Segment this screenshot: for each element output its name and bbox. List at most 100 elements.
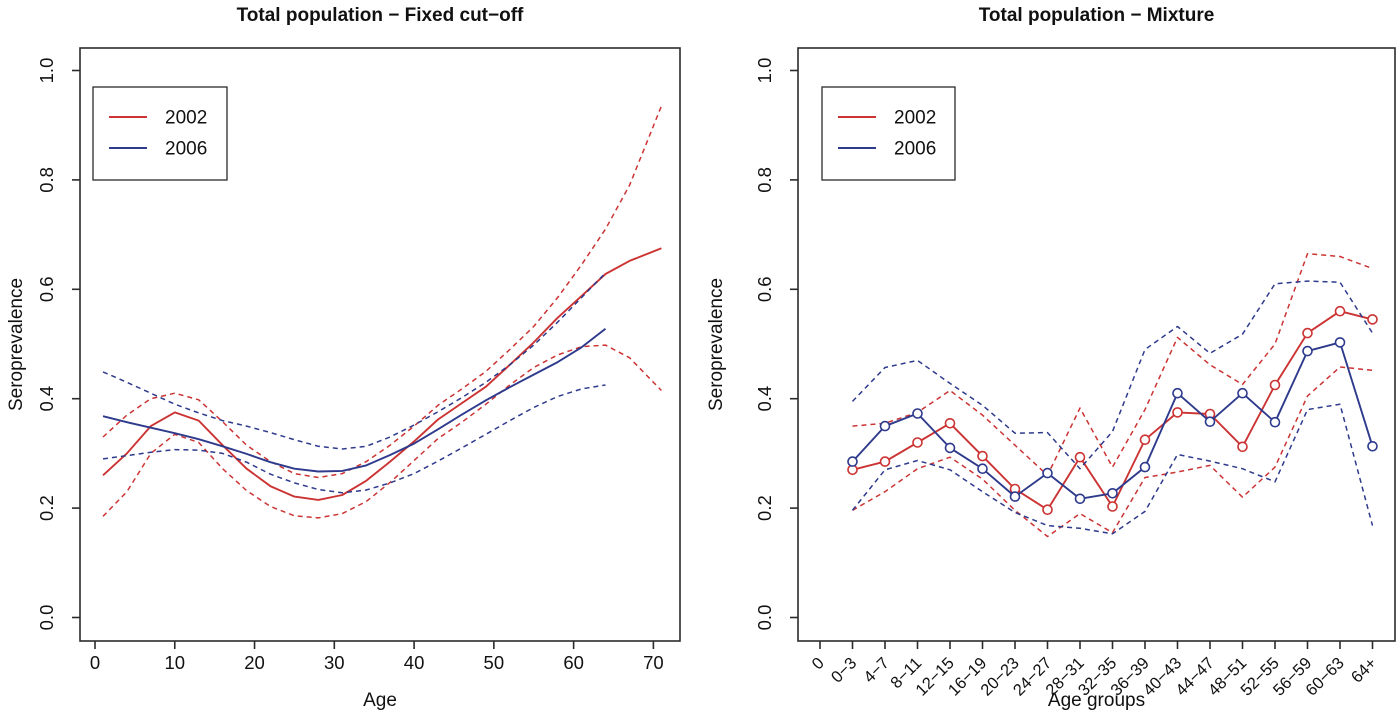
x-tick-label: 60 bbox=[563, 652, 584, 673]
y-tick-label: 0.2 bbox=[754, 495, 775, 521]
data-point bbox=[1204, 416, 1216, 428]
data-point bbox=[944, 442, 956, 454]
ci-line bbox=[102, 384, 606, 494]
data-point bbox=[1009, 491, 1021, 502]
y-tick-label: 0.2 bbox=[36, 495, 57, 521]
data-point bbox=[977, 450, 988, 462]
legend: 2002 2006 bbox=[821, 86, 956, 181]
x-tick-label: 70 bbox=[643, 652, 664, 673]
data-point bbox=[1269, 416, 1281, 428]
data-point bbox=[1237, 387, 1248, 399]
panel-mixture: Total population − Mixture 0.0 0.2 0.4 0.6 0… bbox=[700, 0, 1400, 717]
legend-label-2006: 2006 bbox=[165, 139, 207, 160]
series-2006-mean bbox=[102, 327, 607, 473]
data-point bbox=[879, 456, 891, 467]
mean-line bbox=[852, 310, 1373, 511]
chart-title-fixed-cutoff: Total population − Fixed cut−off bbox=[236, 5, 524, 26]
ci-line bbox=[102, 272, 607, 450]
x-tick-label: 0−3 bbox=[828, 654, 861, 687]
mean-line bbox=[102, 327, 607, 473]
data-point bbox=[1042, 504, 1053, 516]
y-tick-label: 0.4 bbox=[36, 386, 57, 412]
data-point bbox=[847, 456, 858, 467]
series-2006-mean bbox=[847, 337, 1378, 505]
legend-label-2006: 2006 bbox=[894, 139, 936, 160]
y-tick-label: 0.8 bbox=[754, 167, 775, 193]
y-axis: 0.0 0.2 0.4 0.6 0.8 1.0 bbox=[754, 58, 798, 631]
x-tick-label: 20 bbox=[244, 652, 265, 673]
ci-line bbox=[851, 403, 1374, 535]
data-point bbox=[1107, 487, 1118, 499]
ci-line bbox=[851, 280, 1374, 470]
legend: 2002 2006 bbox=[92, 86, 228, 181]
ci-line bbox=[102, 105, 663, 479]
data-point bbox=[977, 463, 988, 475]
data-point bbox=[1074, 493, 1086, 505]
mean-line bbox=[102, 247, 662, 501]
panel-fixed-cutoff: Total population − Fixed cut−off 0.0 0.2 0… bbox=[6, 5, 681, 711]
series-2006-ci-lower bbox=[851, 403, 1374, 535]
y-tick-label: 1.0 bbox=[754, 58, 775, 84]
x-tick-label: 30 bbox=[324, 652, 345, 673]
series-2006-ci-upper bbox=[102, 272, 607, 450]
series-2006-ci-lower bbox=[102, 384, 606, 494]
chart-title-mixture: Total population − Mixture bbox=[978, 5, 1215, 26]
y-tick-label: 0.8 bbox=[36, 167, 57, 193]
data-point bbox=[1367, 440, 1378, 452]
legend-label-2002: 2002 bbox=[894, 108, 936, 129]
legend-box bbox=[821, 86, 956, 181]
y-tick-label: 0.6 bbox=[754, 276, 775, 302]
x-axis: 0 10 20 30 40 50 60 70 bbox=[90, 641, 664, 673]
legend-label-2002: 2002 bbox=[165, 108, 207, 129]
plot-border bbox=[797, 47, 1396, 642]
y-tick-label: 0.0 bbox=[36, 605, 57, 631]
ci-line bbox=[852, 252, 1373, 477]
series-2002-mean bbox=[847, 305, 1378, 516]
data-point bbox=[1172, 387, 1183, 399]
series-2006-ci-upper bbox=[851, 280, 1374, 470]
x-tick-label: 50 bbox=[484, 652, 505, 673]
chart-fixed-cutoff: 0.0 0.2 0.4 0.6 0.8 1.0 Seroprevalence 0 10 20 30 4… bbox=[6, 47, 681, 711]
ci-line bbox=[852, 366, 1373, 538]
y-axis-title: Seroprevalence bbox=[6, 278, 27, 411]
data-point bbox=[1302, 345, 1313, 357]
ci-line bbox=[102, 344, 662, 519]
x-tick-label: 64+ bbox=[1348, 654, 1381, 687]
data-point bbox=[912, 437, 923, 448]
y-axis: 0.0 0.2 0.4 0.6 0.8 1.0 bbox=[36, 58, 80, 631]
data-point bbox=[1269, 379, 1281, 391]
data-point bbox=[1367, 314, 1378, 325]
data-point bbox=[1107, 501, 1118, 512]
data-point bbox=[1074, 451, 1086, 463]
series-2002-ci-upper bbox=[852, 252, 1373, 477]
y-axis-title: Seroprevalence bbox=[706, 278, 727, 411]
data-point bbox=[912, 408, 923, 419]
x-tick-label: 4−7 bbox=[860, 654, 893, 687]
x-axis-title: Age bbox=[363, 690, 397, 711]
legend-box bbox=[92, 86, 228, 181]
mean-line bbox=[851, 341, 1374, 500]
data-point bbox=[944, 417, 956, 429]
data-point bbox=[1172, 407, 1183, 418]
series-2002-ci-lower bbox=[102, 344, 662, 519]
plot-border bbox=[79, 47, 681, 642]
data-point bbox=[1042, 467, 1053, 479]
data-point bbox=[879, 420, 891, 432]
data-point bbox=[1139, 461, 1151, 473]
y-tick-label: 0.4 bbox=[754, 386, 775, 412]
y-tick-label: 0.6 bbox=[36, 276, 57, 302]
x-axis-title: Age groups bbox=[1048, 690, 1145, 711]
data-point bbox=[1334, 337, 1346, 348]
y-tick-label: 1.0 bbox=[36, 58, 57, 84]
x-tick-label: 10 bbox=[164, 652, 185, 673]
x-tick-label: 40 bbox=[404, 652, 425, 673]
data-point bbox=[1334, 305, 1346, 317]
series-2002-ci-lower bbox=[852, 366, 1373, 538]
data-point bbox=[1302, 327, 1313, 339]
series-2002-ci-upper bbox=[102, 105, 663, 479]
x-tick-label: 0 bbox=[809, 654, 828, 673]
y-tick-label: 0.0 bbox=[754, 605, 775, 631]
series-2002-mean bbox=[102, 247, 662, 501]
